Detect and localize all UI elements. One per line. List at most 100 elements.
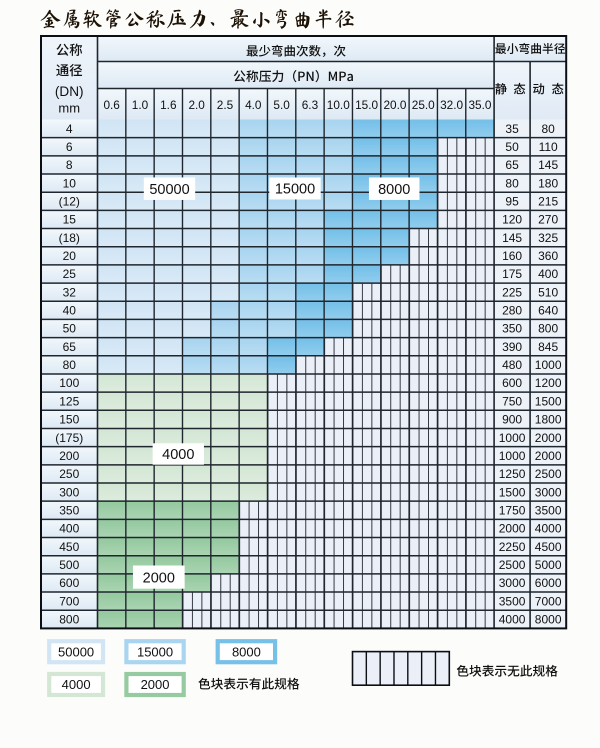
svg-text:1750: 1750 (499, 503, 526, 517)
svg-text:(12): (12) (59, 194, 80, 208)
svg-text:480: 480 (502, 358, 522, 372)
svg-text:32.0: 32.0 (440, 98, 463, 112)
svg-text:65: 65 (63, 340, 77, 354)
svg-text:25: 25 (63, 267, 77, 281)
svg-text:845: 845 (538, 340, 558, 354)
svg-text:1000: 1000 (499, 431, 526, 445)
svg-text:1.0: 1.0 (132, 98, 149, 112)
svg-text:4000: 4000 (62, 677, 91, 692)
svg-text:mm: mm (58, 101, 80, 116)
svg-text:200: 200 (59, 449, 79, 463)
svg-text:3000: 3000 (499, 576, 526, 590)
svg-text:2000: 2000 (141, 677, 170, 692)
svg-text:2000: 2000 (499, 522, 526, 536)
svg-text:4000: 4000 (499, 613, 526, 627)
svg-text:65: 65 (505, 158, 519, 172)
svg-text:15.0: 15.0 (355, 98, 378, 112)
svg-text:3500: 3500 (535, 503, 562, 517)
svg-text:15000: 15000 (275, 182, 315, 198)
svg-text:325: 325 (538, 231, 558, 245)
svg-text:20.0: 20.0 (383, 98, 406, 112)
svg-text:215: 215 (538, 194, 558, 208)
svg-text:4000: 4000 (162, 447, 194, 463)
svg-text:50: 50 (505, 140, 519, 154)
svg-text:1500: 1500 (499, 485, 526, 499)
svg-text:2000: 2000 (535, 431, 562, 445)
svg-text:510: 510 (538, 285, 558, 299)
svg-text:350: 350 (502, 322, 522, 336)
svg-text:(18): (18) (59, 231, 80, 245)
svg-text:145: 145 (502, 231, 522, 245)
svg-text:80: 80 (541, 122, 555, 136)
svg-text:800: 800 (59, 613, 79, 627)
svg-text:700: 700 (59, 594, 79, 608)
svg-text:300: 300 (59, 485, 79, 499)
svg-text:120: 120 (502, 213, 522, 227)
svg-text:450: 450 (59, 540, 79, 554)
svg-text:35.0: 35.0 (468, 98, 491, 112)
svg-text:95: 95 (505, 194, 519, 208)
svg-text:400: 400 (59, 522, 79, 536)
svg-text:125: 125 (59, 394, 79, 408)
svg-text:15000: 15000 (137, 644, 173, 659)
svg-text:10.0: 10.0 (327, 98, 350, 112)
svg-text:6: 6 (66, 140, 73, 154)
svg-text:600: 600 (502, 376, 522, 390)
svg-text:225: 225 (502, 285, 522, 299)
svg-text:5000: 5000 (535, 558, 562, 572)
svg-text:160: 160 (502, 249, 522, 263)
svg-text:50: 50 (63, 322, 77, 336)
svg-text:4.0: 4.0 (245, 98, 262, 112)
svg-text:7000: 7000 (535, 594, 562, 608)
svg-text:600: 600 (59, 576, 79, 590)
svg-text:145: 145 (538, 158, 558, 172)
svg-text:640: 640 (538, 304, 558, 318)
svg-text:400: 400 (538, 267, 558, 281)
svg-text:1000: 1000 (499, 449, 526, 463)
svg-text:8: 8 (66, 158, 73, 172)
svg-text:175: 175 (502, 267, 522, 281)
svg-text:2000: 2000 (143, 570, 175, 586)
svg-text:360: 360 (538, 249, 558, 263)
svg-text:80: 80 (63, 358, 77, 372)
svg-text:20: 20 (63, 249, 77, 263)
svg-text:5.0: 5.0 (273, 98, 290, 112)
svg-text:1000: 1000 (535, 358, 562, 372)
svg-text:(DN): (DN) (55, 84, 84, 99)
svg-text:32: 32 (63, 285, 77, 299)
svg-text:280: 280 (502, 304, 522, 318)
svg-text:270: 270 (538, 213, 558, 227)
svg-text:900: 900 (502, 413, 522, 427)
svg-text:180: 180 (538, 176, 558, 190)
svg-text:2250: 2250 (499, 540, 526, 554)
svg-text:350: 350 (59, 503, 79, 517)
svg-text:4500: 4500 (535, 540, 562, 554)
svg-text:250: 250 (59, 467, 79, 481)
svg-text:50000: 50000 (58, 644, 94, 659)
svg-text:4000: 4000 (535, 522, 562, 536)
svg-text:15: 15 (63, 213, 77, 227)
svg-text:8000: 8000 (232, 644, 261, 659)
svg-text:4: 4 (66, 122, 73, 136)
svg-text:80: 80 (505, 176, 519, 190)
svg-text:390: 390 (502, 340, 522, 354)
svg-text:750: 750 (502, 394, 522, 408)
svg-text:1500: 1500 (535, 394, 562, 408)
svg-text:2500: 2500 (499, 558, 526, 572)
svg-text:25.0: 25.0 (412, 98, 435, 112)
svg-text:10: 10 (63, 176, 77, 190)
svg-text:800: 800 (538, 322, 558, 336)
svg-text:6000: 6000 (535, 576, 562, 590)
svg-text:2000: 2000 (535, 449, 562, 463)
svg-text:1250: 1250 (499, 467, 526, 481)
svg-text:8000: 8000 (535, 613, 562, 627)
svg-text:500: 500 (59, 558, 79, 572)
svg-text:35: 35 (505, 122, 519, 136)
svg-text:2.5: 2.5 (217, 98, 234, 112)
svg-text:1800: 1800 (535, 413, 562, 427)
svg-text:6.3: 6.3 (302, 98, 319, 112)
svg-text:3000: 3000 (535, 485, 562, 499)
svg-text:(175): (175) (55, 431, 83, 445)
svg-text:110: 110 (539, 140, 558, 154)
svg-text:150: 150 (59, 413, 79, 427)
